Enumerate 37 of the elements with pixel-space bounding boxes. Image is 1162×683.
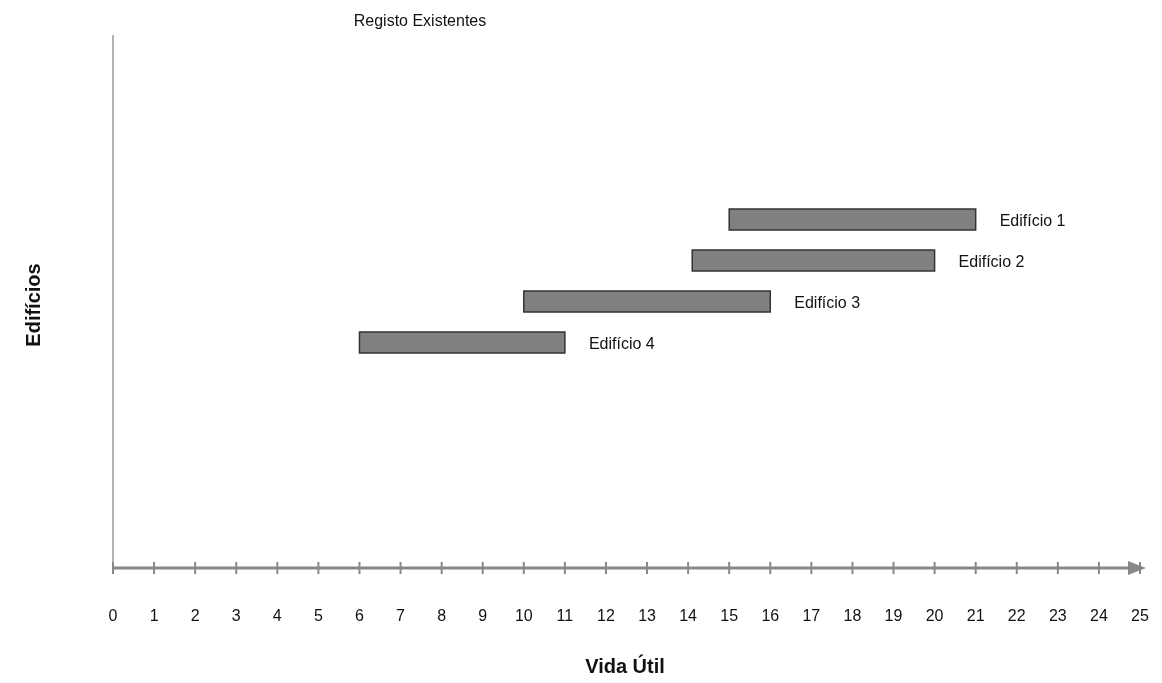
x-tick-label: 12	[597, 607, 615, 624]
x-tick-label: 4	[272, 607, 282, 624]
x-tick-label: 16	[761, 607, 780, 624]
x-tick-label: 23	[1048, 607, 1067, 624]
x-tick-label: 13	[638, 607, 657, 624]
x-tick-label: 3	[231, 607, 241, 624]
y-axis-title: Edifícios	[22, 263, 44, 347]
x-tick-label: 10	[514, 607, 533, 624]
x-tick-label: 25	[1131, 607, 1149, 624]
bar	[691, 249, 936, 272]
annotation: Edifício 1	[999, 211, 1066, 229]
x-tick-label: 19	[884, 607, 903, 624]
x-tick-label: 17	[802, 607, 821, 624]
x-tick-label: 20	[925, 607, 944, 624]
x-tick-label: 9	[478, 607, 488, 624]
bar	[358, 331, 566, 354]
chart-title: Registo Existentes	[353, 12, 487, 29]
x-tick-label: 18	[843, 607, 862, 624]
x-tick-label: 15	[720, 607, 739, 624]
x-tick-label: 11	[556, 607, 574, 624]
annotation: Edifício 4	[588, 334, 655, 352]
x-tick-label: 22	[1007, 607, 1026, 624]
x-tick-label: 14	[679, 607, 698, 624]
x-tick-label: 1	[149, 607, 159, 624]
bar	[523, 290, 772, 313]
annotation: Edifício 3	[794, 293, 861, 311]
x-tick-label: 7	[396, 607, 406, 624]
x-tick-label: 6	[355, 607, 365, 624]
bar	[728, 208, 977, 231]
x-axis-title: Vida Útil	[585, 654, 665, 677]
x-tick-label: 2	[190, 607, 200, 624]
x-tick-label: 21	[966, 607, 985, 624]
x-tick-label: 8	[437, 607, 447, 624]
annotation: Edifício 2	[958, 252, 1025, 270]
x-tick-label: 24	[1090, 607, 1108, 624]
x-tick-label: 5	[313, 607, 323, 624]
x-tick-label: 0	[108, 607, 118, 624]
